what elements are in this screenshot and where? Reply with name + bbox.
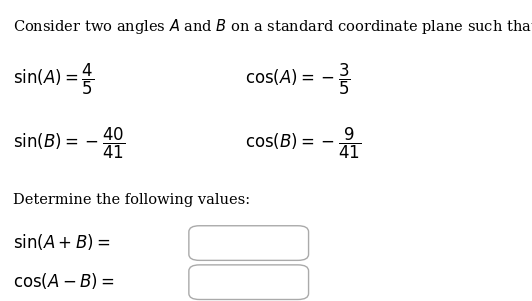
Text: Determine the following values:: Determine the following values:	[13, 193, 251, 207]
FancyBboxPatch shape	[189, 265, 309, 299]
Text: $\sin(A) = \dfrac{4}{5}$: $\sin(A) = \dfrac{4}{5}$	[13, 62, 95, 97]
Text: $\sin(A + B) =$: $\sin(A + B) =$	[13, 232, 111, 252]
Text: $\sin(B) = -\dfrac{40}{41}$: $\sin(B) = -\dfrac{40}{41}$	[13, 126, 126, 160]
Text: $\cos(A - B) =$: $\cos(A - B) =$	[13, 272, 115, 291]
Text: $\cos(B) = -\dfrac{9}{41}$: $\cos(B) = -\dfrac{9}{41}$	[245, 126, 361, 160]
FancyBboxPatch shape	[189, 226, 309, 260]
Text: $\cos(A) = -\dfrac{3}{5}$: $\cos(A) = -\dfrac{3}{5}$	[245, 62, 351, 97]
Text: Consider two angles $\mathit{A}$ and $\mathit{B}$ on a standard coordinate plane: Consider two angles $\mathit{A}$ and $\m…	[13, 17, 532, 36]
